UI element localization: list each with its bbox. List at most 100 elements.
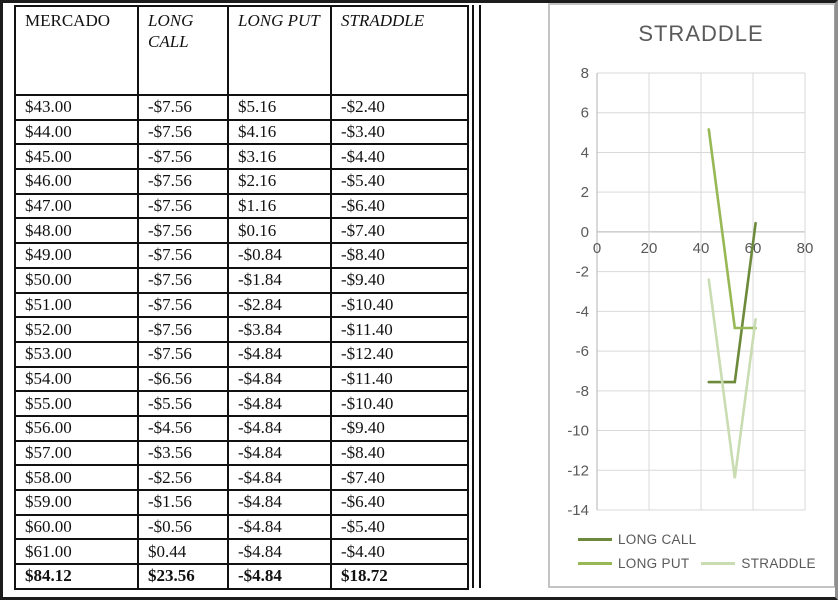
double-line-divider [472,5,481,588]
table-cell: -$6.40 [330,489,469,516]
table-cell: -$7.56 [137,143,229,171]
table-cell: -$6.56 [137,365,229,393]
table-body: $43.00 -$7.56 $5.16 -$2.40 $44.00 -$7.56 $4.16… [14,94,469,590]
table-cell: $57.00 [14,439,139,467]
y-axis-tick-label: -12 [567,462,589,479]
x-axis-tick-label: 40 [693,240,710,257]
y-axis-tick-label: 2 [581,184,589,201]
table-cell: -$3.40 [330,118,469,146]
payoff-table-wrap: MERCADO LONG CALL LONG PUT STRADDLE $43.… [14,5,469,590]
column-header-mercado: MERCADO [14,5,139,96]
table-cell: -$5.56 [137,390,229,417]
table-cell: -$3.84 [227,316,332,343]
table-cell: $54.00 [14,365,139,393]
table-cell: -$4.84 [227,464,332,491]
table-cell: -$0.56 [137,513,229,541]
table-cell: -$5.40 [330,168,469,195]
table-row: $53.00 -$7.56 -$4.84 -$12.40 [14,340,469,368]
table-cell: $59.00 [14,489,139,516]
chart-title: STRADDLE [638,21,763,46]
legend-item: LONG CALL [578,532,696,547]
payoff-table: MERCADO LONG CALL LONG PUT STRADDLE $43.… [14,5,469,590]
table-row: $59.00 -$1.56 -$4.84 -$6.40 [14,489,469,516]
table-cell: -$7.56 [137,291,229,319]
table-cell: $44.00 [14,118,139,146]
table-row: $43.00 -$7.56 $5.16 -$2.40 [14,94,469,121]
table-cell: $47.00 [14,192,139,220]
table-cell: -$7.56 [137,118,229,146]
table-cell: -$8.40 [330,242,469,269]
table-cell: $55.00 [14,390,139,417]
table-cell: -$10.40 [330,291,469,319]
y-axis-tick-label: 0 [581,224,589,241]
table-cell: -$2.56 [137,464,229,491]
series-line-straddle [707,278,757,479]
column-header-long-put: LONG PUT [227,5,332,96]
table-cell: -$4.84 [227,513,332,541]
series-line-long-put [707,128,757,330]
table-cell: -$4.84 [227,390,332,417]
table-totals-row: $84.12 $23.56 -$4.84 $18.72 [14,563,469,590]
table-cell: $61.00 [14,538,139,566]
table-cell: $0.44 [137,538,229,566]
table-cell: -$4.84 [227,489,332,516]
column-header-long-call: LONG CALL [137,5,229,96]
table-cell: -$4.56 [137,414,229,442]
table-cell: -$7.56 [137,168,229,195]
table-row: $50.00 -$7.56 -$1.84 -$9.40 [14,266,469,294]
table-cell: -$7.56 [137,266,229,294]
table-cell: $56.00 [14,414,139,442]
y-axis-tick-label: -10 [567,423,589,440]
table-cell: -$9.40 [330,414,469,442]
table-row: $51.00 -$7.56 -$2.84 -$10.40 [14,291,469,319]
table-cell: -$7.40 [330,464,469,491]
y-axis-tick-label: -4 [576,303,589,320]
series-line-long-call [707,221,757,384]
table-cell: $43.00 [14,94,139,121]
table-cell: -$11.40 [330,316,469,343]
table-cell: $50.00 [14,266,139,294]
table-cell: -$7.56 [137,340,229,368]
table-cell: $23.56 [137,563,229,590]
table-cell: -$10.40 [330,390,469,417]
table-cell: -$0.84 [227,242,332,269]
x-axis-tick-label: 0 [593,240,601,257]
legend-label: LONG PUT [618,556,690,571]
table-cell: -$4.84 [227,340,332,368]
table-cell: $2.16 [227,168,332,195]
table-header-row: MERCADO LONG CALL LONG PUT STRADDLE [14,5,469,96]
table-cell: $51.00 [14,291,139,319]
table-cell: -$5.40 [330,513,469,541]
table-row: $56.00 -$4.56 -$4.84 -$9.40 [14,414,469,442]
legend-item: STRADDLE [701,556,816,571]
table-row: $44.00 -$7.56 $4.16 -$3.40 [14,118,469,146]
table-cell: -$7.56 [137,242,229,269]
y-axis-tick-label: -8 [576,383,589,400]
table-row: $48.00 -$7.56 $0.16 -$7.40 [14,217,469,245]
table-cell: $46.00 [14,168,139,195]
legend-label: STRADDLE [741,556,816,571]
table-cell: -$2.84 [227,291,332,319]
legend-label: LONG CALL [618,532,697,547]
column-header-straddle: STRADDLE [330,5,469,96]
table-row: $47.00 -$7.56 $1.16 -$6.40 [14,192,469,220]
table-cell: $5.16 [227,94,332,121]
legend-swatch-icon [578,562,612,565]
table-cell: $49.00 [14,242,139,269]
table-cell: $52.00 [14,316,139,343]
y-axis-tick-label: -2 [576,264,589,281]
legend-swatch-icon [701,562,736,565]
table-cell: -$4.84 [227,538,332,566]
table-row: $58.00 -$2.56 -$4.84 -$7.40 [14,464,469,491]
x-axis-tick-label: 20 [641,240,658,257]
y-axis-tick-label: -6 [576,343,589,360]
table-row: $45.00 -$7.56 $3.16 -$4.40 [14,143,469,171]
table-cell: -$1.84 [227,266,332,294]
table-cell: $18.72 [330,563,469,590]
table-row: $54.00 -$6.56 -$4.84 -$11.40 [14,365,469,393]
chart-legend: LONG CALL LONG PUT STRADDLE [578,532,816,571]
table-cell: $84.12 [14,563,139,590]
table-cell: $58.00 [14,464,139,491]
y-axis-tick-label: 8 [581,65,589,82]
